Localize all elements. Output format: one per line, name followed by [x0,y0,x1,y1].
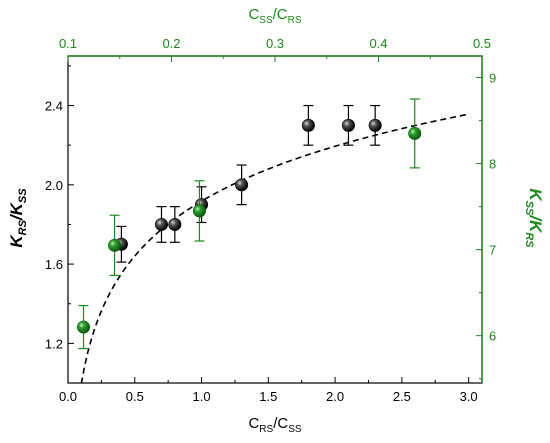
left-tick-label: 2.0 [45,178,63,193]
bottom-tick-label: 0.0 [59,389,77,404]
right-ticks: 6 7 8 9 [476,71,496,380]
top-tick-label: 0.3 [266,36,284,51]
series-black [114,104,382,263]
data-point-green [408,126,422,140]
right-tick-label: 6 [489,329,496,344]
bottom-tick-label: 0.5 [126,389,144,404]
series-green [77,98,422,350]
data-point-black [168,217,182,231]
right-axis-title: KSS/KRS [523,188,545,248]
data-point-green [108,238,122,252]
right-tick-label: 7 [489,243,496,258]
top-tick-label: 0.1 [59,36,77,51]
right-tick-label: 9 [489,71,496,86]
left-ticks: 1.2 1.6 2.0 2.4 [45,65,74,351]
bottom-tick-label: 1.5 [259,389,277,404]
fit-curve [80,113,469,384]
data-point-black [154,217,168,231]
data-point-green [77,320,91,334]
bottom-ticks: 0.0 0.5 1.0 1.5 2.0 2.5 3.0 [59,377,478,404]
right-tick-label: 8 [489,157,496,172]
bottom-axis-title: CRS/CSS [248,415,301,435]
left-tick-label: 1.2 [45,336,63,351]
bottom-tick-label: 1.0 [193,389,211,404]
top-tick-label: 0.4 [369,36,387,51]
bottom-tick-label: 3.0 [460,389,478,404]
data-point-black [301,118,315,132]
data-point-black [368,118,382,132]
left-tick-label: 1.6 [45,257,63,272]
left-axis-title: KRS/KSS [7,188,29,248]
bottom-tick-label: 2.0 [326,389,344,404]
top-tick-label: 0.2 [162,36,180,51]
top-ticks: 0.1 0.2 0.3 0.4 0.5 [59,36,491,62]
left-tick-label: 2.4 [45,99,63,114]
plot-frame [67,55,483,384]
data-point-green [192,204,206,218]
top-tick-label: 0.5 [473,36,491,51]
top-axis-title: CSS/CRS [248,6,301,26]
data-point-black [341,118,355,132]
data-point-black [235,178,249,192]
bottom-tick-label: 2.5 [393,389,411,404]
